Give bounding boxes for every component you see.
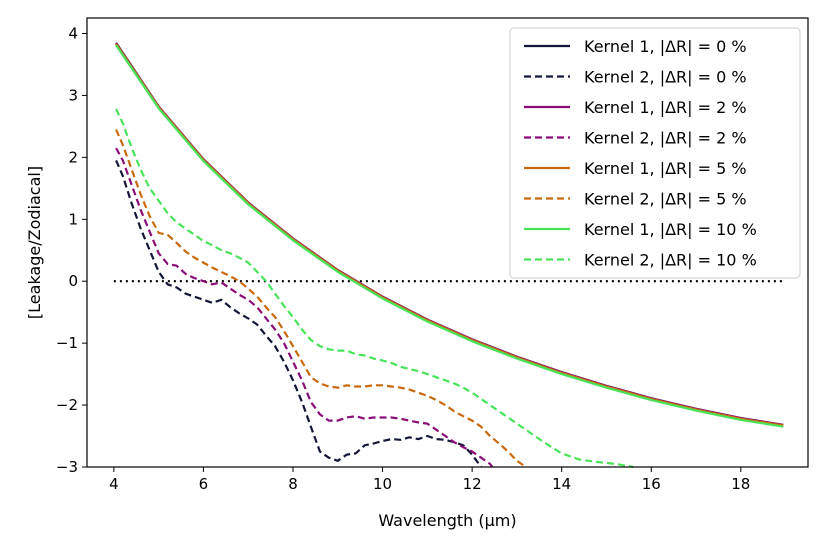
x-tick-label: 10 [373, 475, 392, 493]
x-axis-label: Wavelength (μm) [378, 511, 516, 530]
legend-entry: Kernel 1, |ΔR| = 5 % [584, 159, 747, 178]
series-layer [115, 42, 784, 469]
y-axis: −3 −2 −1 0 1 2 3 4 [56, 24, 87, 476]
y-tick-label: 3 [68, 86, 78, 104]
y-tick-label: −2 [56, 396, 78, 414]
y-tick-label: −1 [56, 334, 78, 352]
y-tick-label: 2 [68, 148, 78, 166]
y-tick-label: 1 [68, 210, 78, 228]
legend-box [509, 27, 801, 279]
x-tick-label: 12 [463, 475, 482, 493]
legend-entry: Kernel 2, |ΔR| = 10 % [584, 251, 757, 270]
legend-entry: Kernel 2, |ΔR| = 5 % [584, 190, 747, 209]
series-line-8 [115, 108, 634, 469]
x-tick-label: 4 [109, 475, 119, 493]
legend-entry: Kernel 1, |ΔR| = 2 % [584, 98, 747, 117]
series-line-2 [115, 159, 482, 468]
legend-entry: Kernel 2, |ΔR| = 0 % [584, 68, 747, 87]
legend-entry: Kernel 1, |ΔR| = 0 % [584, 37, 747, 56]
x-tick-label: 18 [731, 475, 750, 493]
legend-entry: Kernel 1, |ΔR| = 10 % [584, 220, 757, 239]
plot-frame [86, 17, 809, 468]
series-line-4 [115, 147, 494, 468]
y-axis-label: [Leakage/Zodiacal] [25, 166, 44, 319]
y-tick-label: 4 [68, 24, 78, 42]
x-tick-label: 14 [552, 475, 571, 493]
y-tick-label: −3 [56, 458, 78, 476]
legend-entry: Kernel 2, |ΔR| = 2 % [584, 129, 747, 148]
x-tick-label: 6 [199, 475, 209, 493]
series-line-7 [115, 44, 784, 428]
x-tick-label: 8 [288, 475, 298, 493]
x-tick-label: 16 [642, 475, 661, 493]
legend: Kernel 1, |ΔR| = 0 % Kernel 2, |ΔR| = 0 %… [509, 27, 801, 279]
y-tick-label: 0 [68, 272, 78, 290]
x-axis: 4 6 8 10 12 14 16 18 [109, 467, 750, 493]
